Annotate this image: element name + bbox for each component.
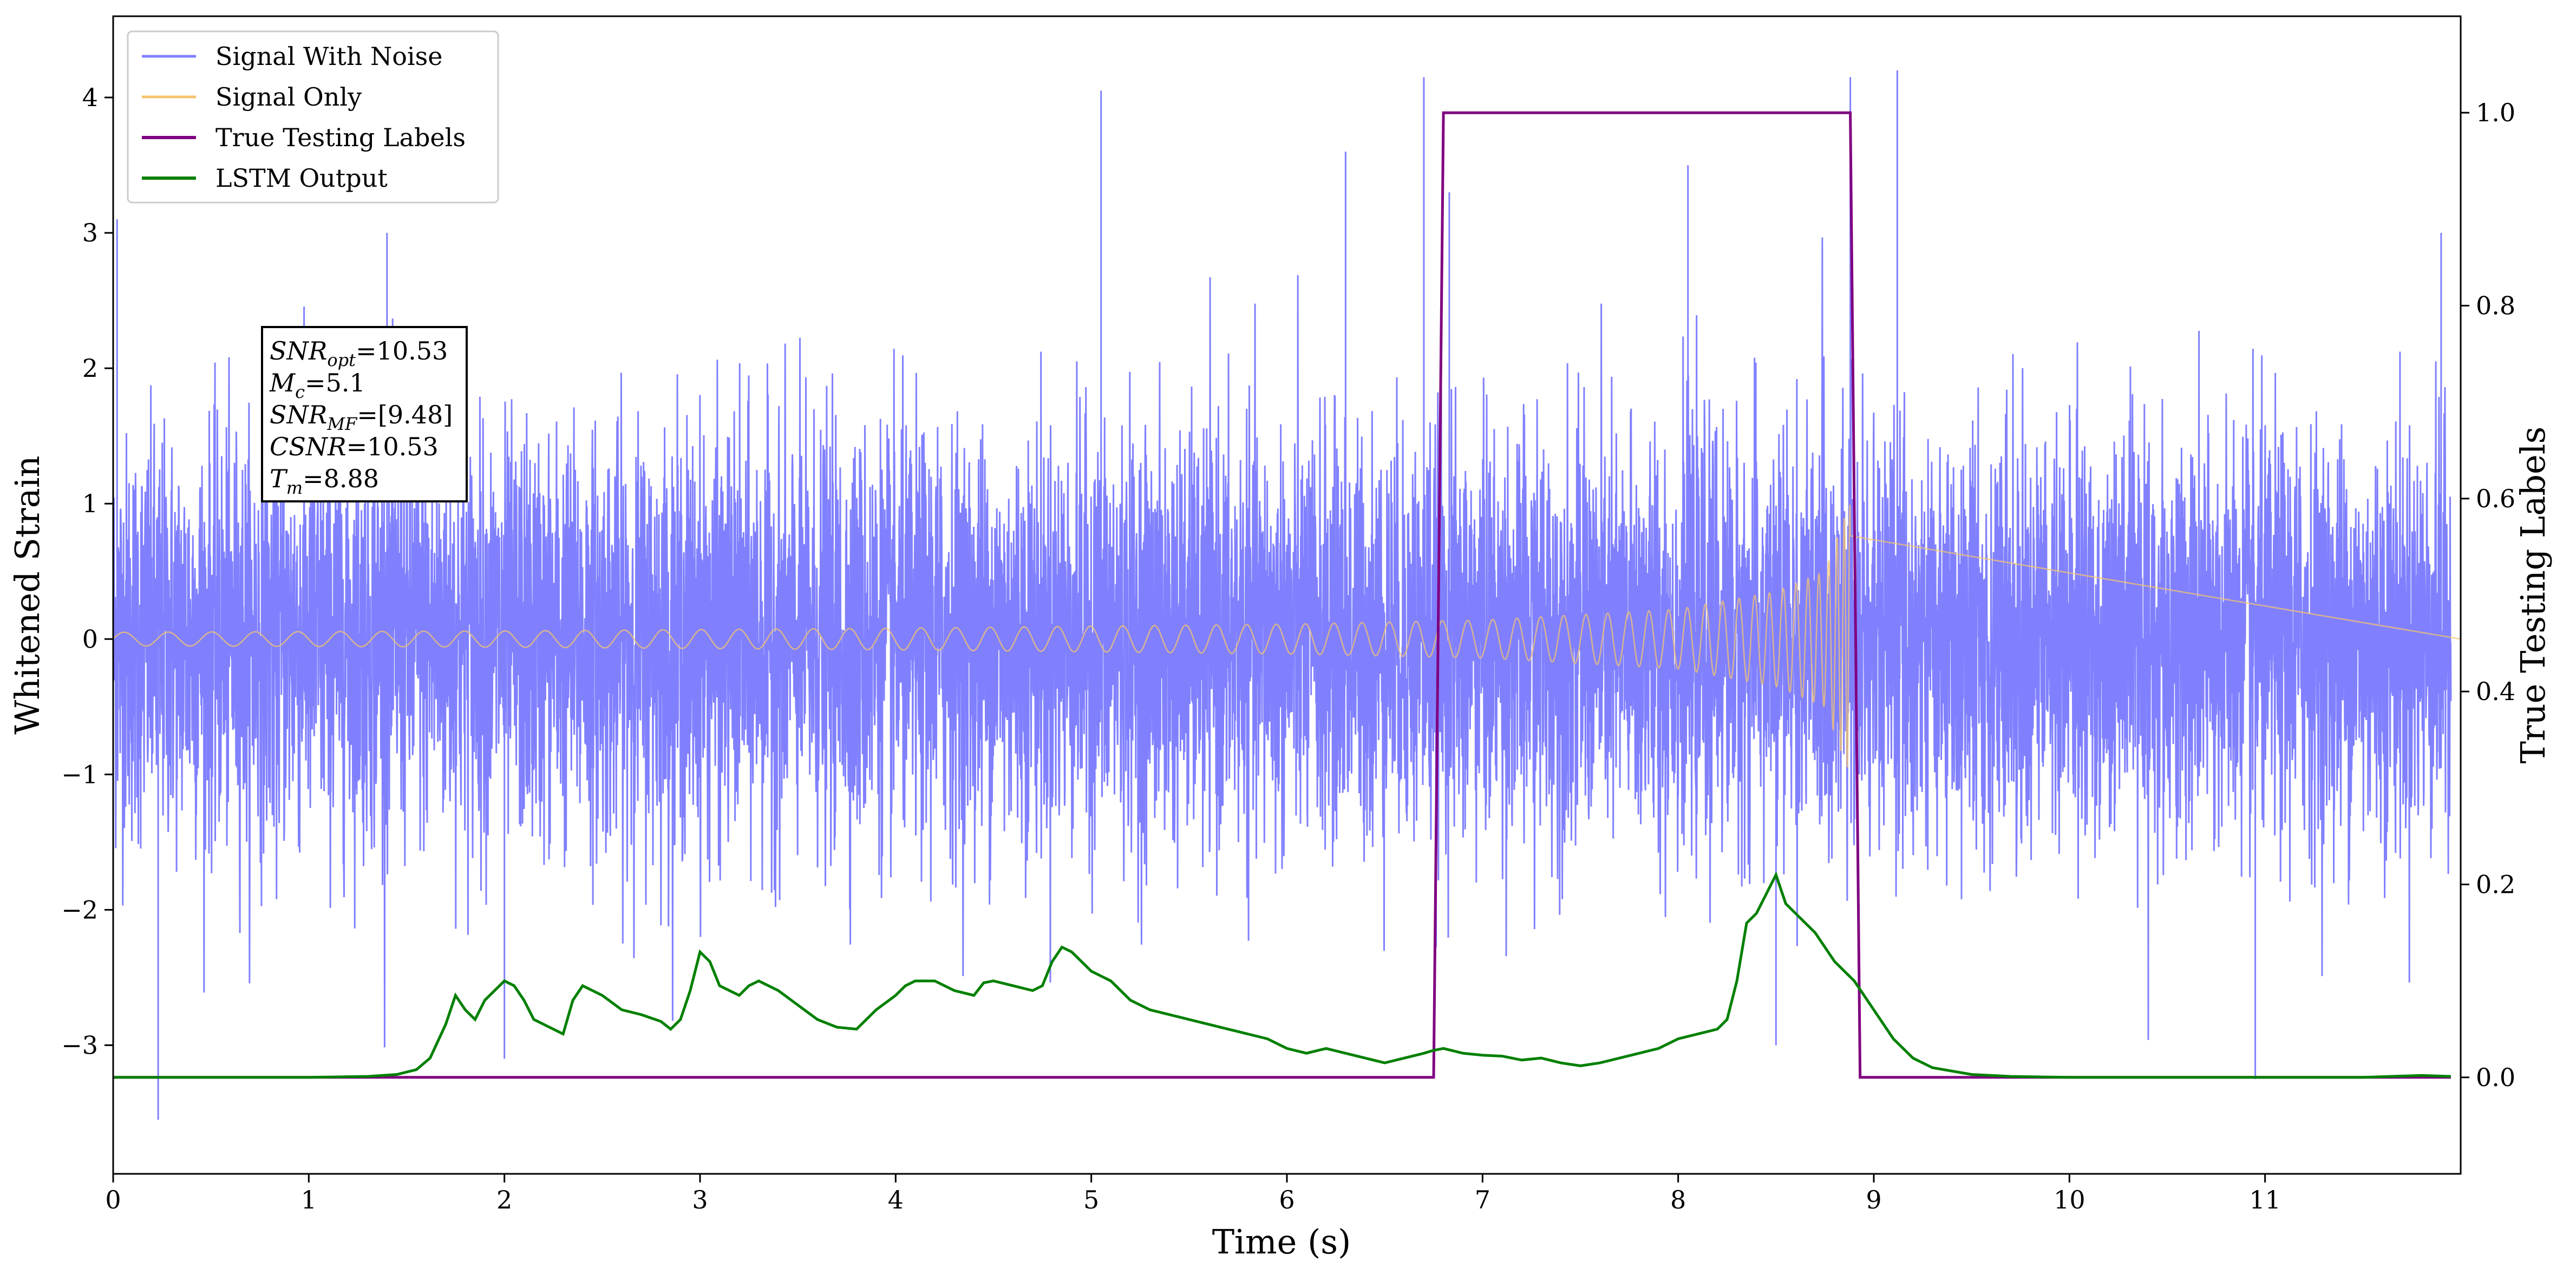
info-line: Mc=5.1 [269, 368, 365, 402]
x-tick-label: 9 [1866, 1185, 1881, 1214]
legend-entry-label: LSTM Output [215, 164, 388, 193]
y-tick-label: 1 [82, 489, 98, 518]
legend-entry-label: Signal Only [215, 82, 362, 112]
x-tick-label: 5 [1083, 1185, 1099, 1214]
signal-only-line [113, 504, 2461, 768]
y-tick-label: −3 [61, 1030, 98, 1060]
y-tick-label: 4 [82, 83, 98, 112]
plot-area [112, 15, 2462, 1175]
y-axis-left: −3 −2 −1 0 1 2 3 4 [61, 83, 113, 1060]
x-tick-label: 7 [1475, 1185, 1490, 1214]
y-tick-label: 0 [82, 624, 98, 654]
x-axis-label: Time (s) [1212, 1222, 1351, 1262]
series-layer [113, 70, 2461, 1120]
info-box: SNRopt=10.53Mc=5.1SNRMF=[9.48]CSNR=10.53… [261, 326, 468, 502]
lstm-output-line [113, 871, 2451, 1079]
y2-tick-label: 0.0 [2476, 1063, 2515, 1092]
y2-tick-label: 0.6 [2476, 484, 2515, 513]
info-line: SNRopt=10.53 [270, 336, 448, 370]
x-tick-label: 4 [888, 1185, 904, 1214]
y2-tick-label: 0.4 [2476, 677, 2515, 706]
x-tick-label: 6 [1279, 1185, 1294, 1214]
x-tick-label: 1 [301, 1185, 317, 1214]
signal-with-noise-line [113, 237, 2452, 1048]
y2-tick-label: 1.0 [2476, 98, 2515, 127]
x-axis: 0 1 2 3 4 5 6 7 8 9 10 11 [105, 1174, 2281, 1214]
y-axis-right: 0.0 0.2 0.4 0.6 0.8 1.0 [2461, 98, 2515, 1092]
y-tick-label: 2 [82, 354, 98, 383]
info-box-frame [261, 326, 468, 502]
x-tick-label: 8 [1670, 1185, 1686, 1214]
y2-tick-label: 0.2 [2476, 870, 2515, 899]
x-tick-label: 3 [692, 1185, 708, 1214]
true-testing-labels-line [113, 111, 2451, 1079]
info-line: SNRMF=[9.48] [270, 400, 453, 434]
x-tick-label: 0 [105, 1185, 121, 1214]
y2-axis-label: True Testing Labels [2513, 427, 2553, 764]
y2-tick-label: 0.8 [2476, 291, 2515, 321]
y-tick-label: −2 [61, 895, 98, 924]
y-tick-label: 3 [82, 218, 98, 247]
y-tick-label: −1 [61, 760, 98, 789]
legend-entry-label: Signal With Noise [215, 42, 442, 71]
info-line: CSNR=10.53 [270, 432, 439, 461]
y-axis-label: Whitened Strain [8, 456, 47, 735]
x-tick-label: 2 [496, 1185, 512, 1214]
legend-entry-label: True Testing Labels [215, 123, 466, 152]
x-tick-label: 10 [2054, 1185, 2085, 1214]
legend-frame [127, 30, 499, 204]
legend: Signal With Noise Signal Only True Testing… [127, 30, 499, 204]
info-line: Tm=8.88 [270, 464, 379, 498]
x-tick-label: 11 [2249, 1185, 2281, 1214]
